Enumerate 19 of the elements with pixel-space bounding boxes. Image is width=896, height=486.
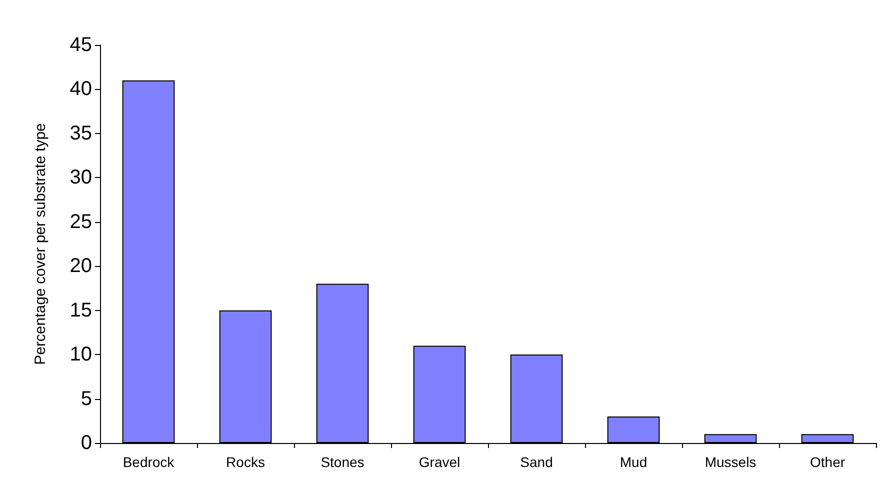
y-tick-label: 5 (80, 388, 92, 410)
y-tick-label: 20 (70, 255, 92, 278)
y-axis-title: Percentage cover per substrate type (32, 123, 49, 365)
y-tick-label: 0 (80, 432, 92, 454)
y-tick-label: 10 (70, 344, 92, 366)
x-tick-label: Rocks (226, 454, 265, 470)
y-tick-label: 40 (70, 78, 92, 100)
x-tick-label: Gravel (418, 454, 460, 470)
y-tick-label: 25 (70, 210, 92, 233)
x-tick-label: Bedrock (122, 454, 176, 470)
y-tick-label: 45 (70, 34, 92, 56)
x-tick-label: Sand (520, 454, 553, 470)
y-tick-label: 30 (70, 166, 92, 189)
x-tick-label: Mud (620, 454, 648, 470)
x-tick-label: Mussels (704, 454, 756, 470)
y-tick-label: 35 (70, 122, 92, 144)
x-tick-label: Stones (320, 454, 364, 470)
y-tick-label: 15 (70, 299, 92, 322)
x-tick-label: Other (810, 454, 846, 470)
